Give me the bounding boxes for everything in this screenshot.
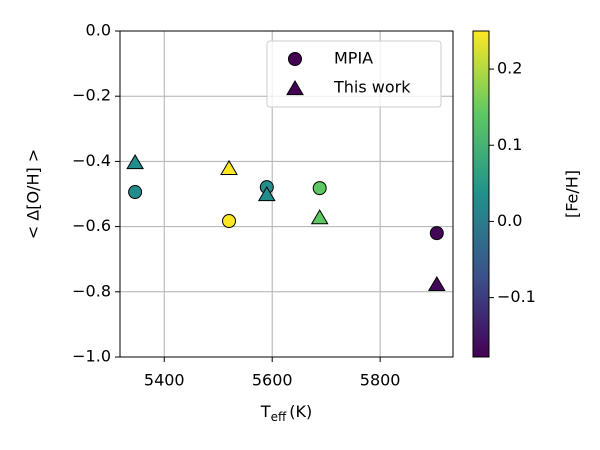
y-tick-label: −0.6 (72, 216, 111, 235)
point-triangle (310, 209, 329, 225)
point-triangle (220, 159, 238, 175)
x-tick-label: 5800 (360, 371, 401, 390)
legend-marker (288, 52, 302, 66)
point-circle (429, 226, 444, 241)
y-axis-label: < Δ[O/H] > (24, 149, 43, 239)
x-axis-label-part: T (260, 402, 271, 421)
colorbar-tick-label: −0.1 (497, 287, 536, 306)
point-triangle (257, 185, 276, 202)
y-tick-label: −1.0 (72, 347, 111, 366)
legend-label: This work (333, 78, 411, 97)
x-axis-label-part: eff (271, 410, 287, 424)
y-tick-label: −0.4 (72, 151, 111, 170)
point-circle (128, 185, 143, 200)
point-triangle (126, 154, 144, 170)
point-circle (222, 214, 237, 229)
y-tick-label: −0.8 (72, 281, 111, 300)
y-tick-label: 0.0 (86, 21, 111, 40)
legend-marker (286, 80, 304, 96)
y-tick-label: −0.2 (72, 86, 111, 105)
colorbar (472, 30, 490, 358)
x-axis-label-part: (K) (289, 402, 312, 421)
x-axis-label: Teff (K) (260, 402, 312, 424)
x-tick-label: 5400 (144, 371, 185, 390)
plot-frame (119, 30, 454, 358)
colorbar-tick-label: 0.0 (497, 211, 522, 230)
colorbar-tick-label: 0.2 (497, 59, 522, 78)
point-circle (312, 181, 327, 196)
legend-box (266, 40, 442, 108)
point-triangle (427, 275, 446, 292)
x-tick-label: 5600 (252, 371, 293, 390)
colorbar-label: [Fe/H] (563, 170, 582, 218)
legend-label: MPIA (334, 49, 373, 68)
colorbar-tick-label: 0.1 (497, 135, 522, 154)
